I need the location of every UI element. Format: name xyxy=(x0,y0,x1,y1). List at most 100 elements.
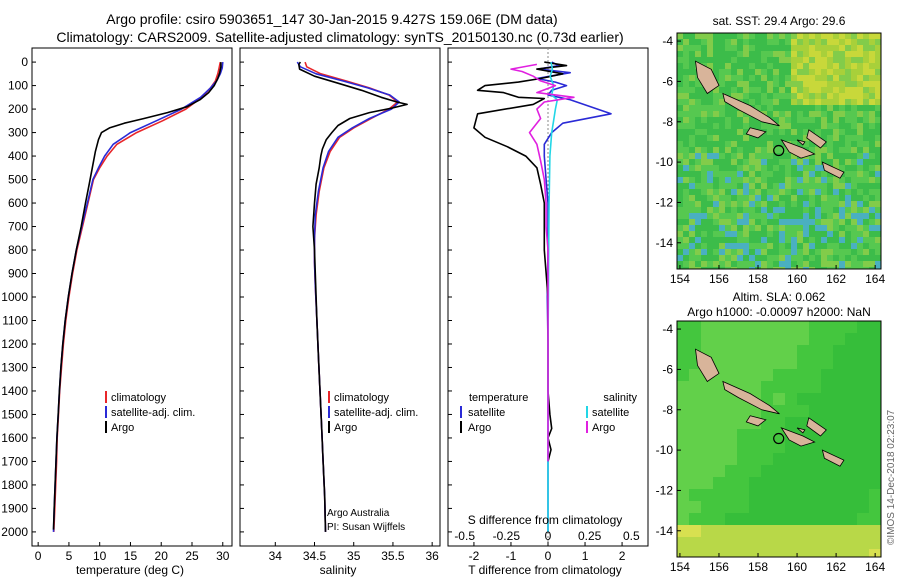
map-cell xyxy=(815,117,821,123)
temperature-x-ticks: 0 5 10 15 20 25 30 xyxy=(35,542,230,563)
map-cell xyxy=(809,477,821,489)
map-cell xyxy=(833,105,839,111)
map-cell xyxy=(827,213,833,219)
map-cell xyxy=(869,189,875,195)
map-cell xyxy=(677,249,683,255)
map-cell xyxy=(719,81,725,87)
map-cell xyxy=(755,201,761,207)
map-cell xyxy=(689,201,695,207)
map-cell xyxy=(743,171,749,177)
map-cell xyxy=(785,357,797,369)
map-cell xyxy=(767,63,773,69)
map-cell xyxy=(785,255,791,261)
map-cell xyxy=(821,525,833,537)
map-cell xyxy=(677,153,683,159)
map-cell xyxy=(737,171,743,177)
map-cell xyxy=(731,231,737,237)
map-cell xyxy=(857,429,869,441)
map-cell xyxy=(773,75,779,81)
map-cell xyxy=(797,369,809,381)
map-cell xyxy=(725,81,731,87)
map-cell xyxy=(749,171,755,177)
map-cell xyxy=(833,333,845,345)
map-cell xyxy=(749,369,761,381)
map-cell xyxy=(833,129,839,135)
map-cell xyxy=(857,369,869,381)
map-y-tick-label: -8 xyxy=(662,403,673,417)
map-cell xyxy=(857,177,863,183)
map-cell xyxy=(701,513,713,525)
map-cell xyxy=(869,321,881,333)
map-cell xyxy=(821,153,827,159)
map-cell xyxy=(845,237,851,243)
credit-annotation: Argo Australia xyxy=(327,508,390,519)
map-cell xyxy=(695,189,701,195)
map-cell xyxy=(743,141,749,147)
map-cell xyxy=(791,171,797,177)
difference-top-ticks: -0.5 -0.25 0 0.25 0.5 xyxy=(454,529,640,543)
map-cell xyxy=(875,171,881,177)
map-cell xyxy=(689,105,695,111)
map-cell xyxy=(749,93,755,99)
map-cell xyxy=(839,213,845,219)
map-cell xyxy=(737,219,743,225)
map-cell xyxy=(797,45,803,51)
map-cell xyxy=(725,75,731,81)
map-cell xyxy=(755,141,761,147)
map-cell xyxy=(857,99,863,105)
map-cell xyxy=(815,105,821,111)
map-cell xyxy=(869,87,875,93)
map-cell xyxy=(689,333,701,345)
map-cell xyxy=(803,51,809,57)
map-cell xyxy=(827,189,833,195)
map-cell xyxy=(701,147,707,153)
map-cell xyxy=(857,147,863,153)
map-x-tick-label: 154 xyxy=(670,272,690,286)
map-cell xyxy=(689,165,695,171)
map-cell xyxy=(713,261,719,267)
map-cell xyxy=(713,195,719,201)
map-cell xyxy=(713,183,719,189)
map-cell xyxy=(779,177,785,183)
map-cell xyxy=(767,165,773,171)
map-cell xyxy=(845,69,851,75)
sla-map-frame xyxy=(676,320,882,558)
map-cell xyxy=(773,513,785,525)
map-cell xyxy=(761,201,767,207)
map-y-tick-label: -6 xyxy=(662,362,673,376)
map-cell xyxy=(773,231,779,237)
map-cell xyxy=(719,63,725,69)
map-cell xyxy=(689,417,701,429)
map-cell xyxy=(809,159,815,165)
map-cell xyxy=(839,141,845,147)
map-cell xyxy=(737,345,749,357)
map-cell xyxy=(773,39,779,45)
map-cell xyxy=(857,69,863,75)
map-cell xyxy=(719,99,725,105)
map-cell xyxy=(857,477,869,489)
map-cell xyxy=(869,141,875,147)
map-cell xyxy=(785,201,791,207)
series-line-climatology xyxy=(304,61,399,532)
map-cell xyxy=(707,177,713,183)
map-cell xyxy=(677,201,683,207)
map-cell xyxy=(713,99,719,105)
map-cell xyxy=(839,189,845,195)
map-cell xyxy=(815,201,821,207)
map-cell xyxy=(689,393,701,405)
map-cell xyxy=(737,57,743,63)
map-cell xyxy=(839,135,845,141)
map-cell xyxy=(743,243,749,249)
map-cell xyxy=(857,105,863,111)
map-cell xyxy=(683,39,689,45)
map-cell xyxy=(761,51,767,57)
map-cell xyxy=(785,441,797,453)
map-cell xyxy=(821,243,827,249)
map-cell xyxy=(779,171,785,177)
map-cell xyxy=(833,141,839,147)
map-cell xyxy=(689,57,695,63)
map-cell xyxy=(791,51,797,57)
map-cell xyxy=(701,189,707,195)
map-cell xyxy=(875,231,881,237)
legend-label: satellite-adj. clim. xyxy=(334,407,418,419)
